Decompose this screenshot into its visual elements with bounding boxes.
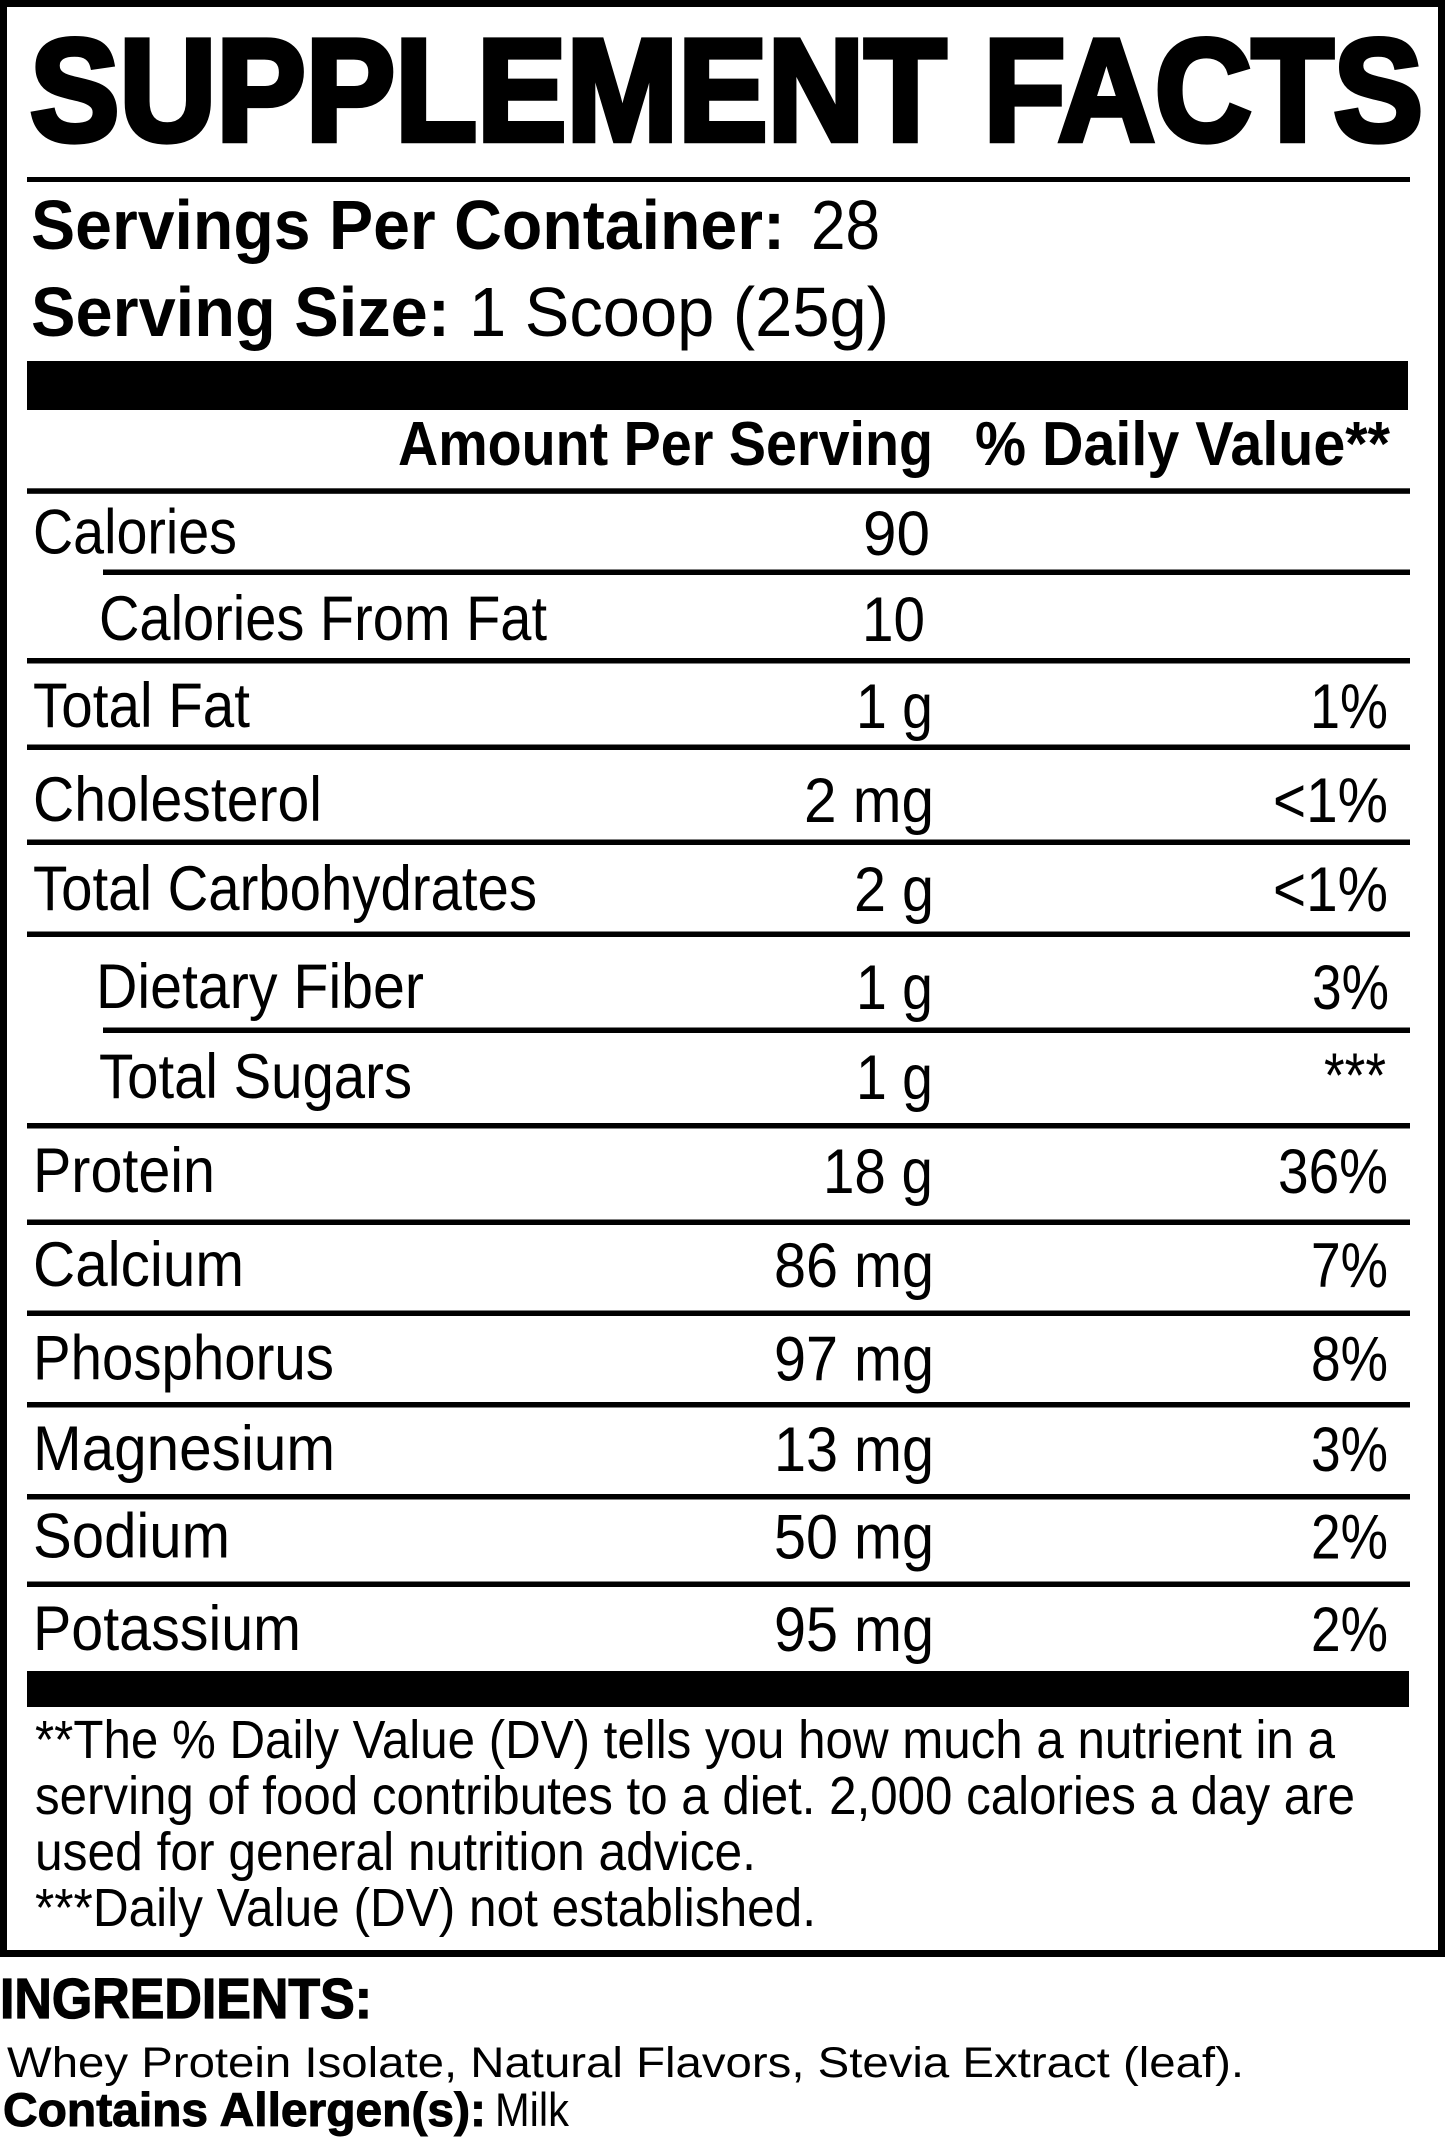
svg-text:1 g: 1 g: [856, 672, 933, 742]
svg-text:Cholesterol: Cholesterol: [33, 765, 322, 835]
svg-text:Total Sugars: Total Sugars: [99, 1042, 412, 1112]
svg-text:% Daily Value**: % Daily Value**: [975, 410, 1391, 479]
svg-text:INGREDIENTS:: INGREDIENTS:: [0, 1967, 372, 2031]
svg-text:86 mg: 86 mg: [774, 1231, 934, 1301]
svg-text:***: ***: [1324, 1041, 1386, 1111]
svg-text:Potassium: Potassium: [33, 1594, 301, 1664]
svg-text:Protein: Protein: [33, 1136, 215, 1206]
svg-text:28: 28: [811, 186, 880, 264]
svg-text:2 mg: 2 mg: [804, 766, 934, 836]
svg-text:Phosphorus: Phosphorus: [33, 1324, 334, 1394]
svg-text:36%: 36%: [1278, 1137, 1388, 1207]
svg-text:50 mg: 50 mg: [774, 1503, 934, 1573]
svg-text:serving of food contributes to: serving of food contributes to a diet. 2…: [35, 1766, 1355, 1826]
svg-text:Magnesium: Magnesium: [33, 1414, 335, 1484]
svg-text:Total Carbohydrates: Total Carbohydrates: [33, 854, 537, 924]
svg-text:Total Fat: Total Fat: [33, 671, 250, 741]
svg-text:13 mg: 13 mg: [774, 1415, 934, 1485]
svg-text:7%: 7%: [1311, 1231, 1388, 1301]
svg-text:97 mg: 97 mg: [774, 1325, 934, 1395]
svg-text:Serving Size:: Serving Size:: [31, 273, 450, 351]
svg-text:3%: 3%: [1312, 953, 1389, 1023]
svg-text:95 mg: 95 mg: [774, 1595, 934, 1665]
svg-text:18 g: 18 g: [823, 1137, 933, 1207]
svg-text:Calories From Fat: Calories From Fat: [99, 584, 547, 654]
svg-text:2%: 2%: [1311, 1503, 1388, 1573]
svg-text:<1%: <1%: [1273, 766, 1388, 836]
svg-text:1 g: 1 g: [856, 953, 933, 1023]
svg-text:3%: 3%: [1311, 1415, 1388, 1485]
svg-text:Contains Allergen(s):: Contains Allergen(s):: [3, 2083, 486, 2136]
svg-text:2 g: 2 g: [854, 855, 934, 925]
svg-text:***Daily Value (DV) not establ: ***Daily Value (DV) not established.: [35, 1878, 816, 1938]
svg-text:90: 90: [863, 499, 930, 569]
svg-text:Servings Per Container:: Servings Per Container:: [31, 186, 785, 264]
svg-text:SUPPLEMENT FACTS: SUPPLEMENT FACTS: [30, 9, 1423, 171]
svg-text:8%: 8%: [1311, 1325, 1388, 1395]
svg-text:2%: 2%: [1311, 1595, 1388, 1665]
svg-text:Milk: Milk: [495, 2083, 569, 2136]
svg-text:Sodium: Sodium: [33, 1502, 230, 1572]
svg-text:used for general nutrition adv: used for general nutrition advice.: [35, 1822, 756, 1882]
svg-text:<1%: <1%: [1273, 855, 1388, 925]
svg-text:**The % Daily Value (DV) tells: **The % Daily Value (DV) tells you how m…: [35, 1710, 1336, 1770]
svg-text:1 Scoop (25g): 1 Scoop (25g): [469, 273, 889, 351]
svg-text:1 g: 1 g: [856, 1043, 933, 1113]
svg-text:Dietary Fiber: Dietary Fiber: [96, 952, 424, 1022]
svg-text:Calories: Calories: [33, 498, 237, 568]
svg-text:Whey Protein Isolate, Natural: Whey Protein Isolate, Natural Flavors, S…: [7, 2039, 1244, 2087]
svg-text:Amount Per Serving: Amount Per Serving: [398, 410, 933, 479]
svg-text:1%: 1%: [1310, 672, 1388, 742]
svg-text:10: 10: [862, 585, 925, 655]
svg-text:Calcium: Calcium: [33, 1230, 244, 1300]
